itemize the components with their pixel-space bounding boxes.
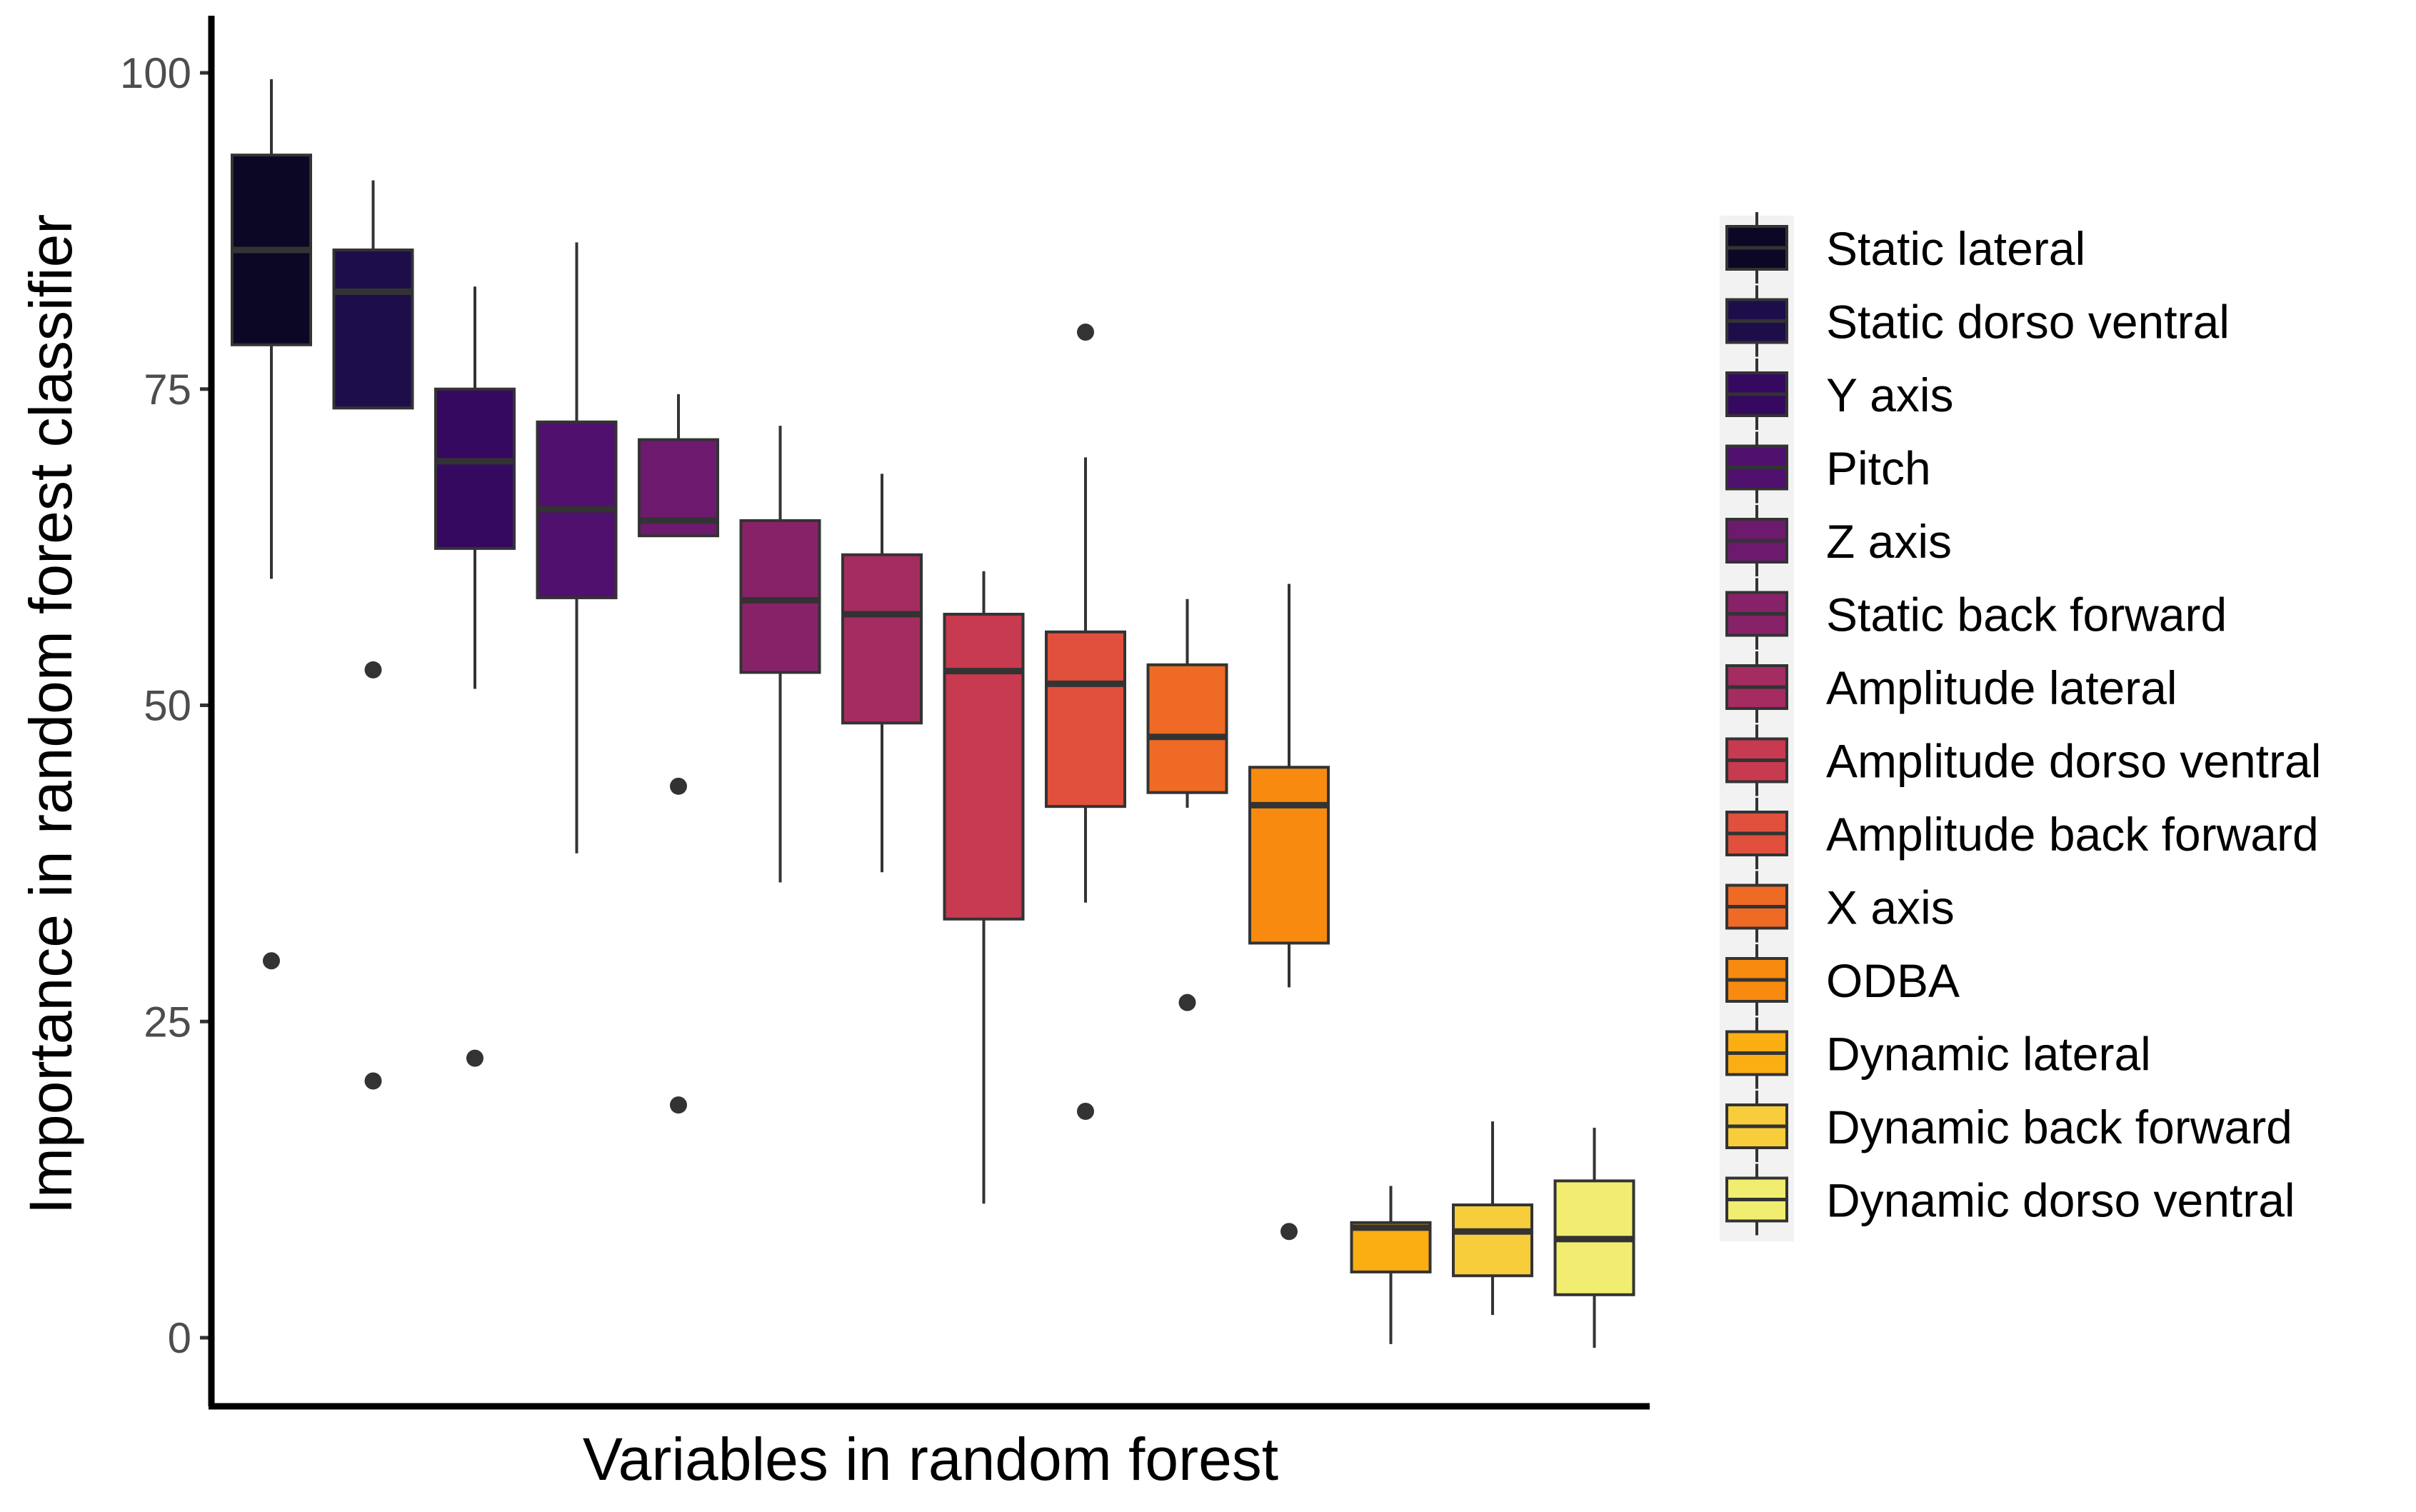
- y-axis-title: Importance in random forest classifier: [17, 214, 84, 1215]
- legend-label: Y axis: [1826, 369, 1954, 421]
- y-tick-label: 100: [120, 49, 191, 97]
- box-odba: [1248, 584, 1330, 1241]
- legend-item: Static lateral: [1725, 212, 2085, 284]
- box-iqr: [841, 553, 923, 725]
- legend-item: X axis: [1725, 871, 1955, 943]
- outlier-point: [1077, 324, 1094, 341]
- legend-label: Static dorso ventral: [1826, 296, 2230, 349]
- outlier-point: [364, 661, 382, 679]
- legend-item: Static back forward: [1725, 578, 2227, 650]
- box-iqr: [739, 519, 821, 674]
- y-tick-label: 25: [144, 998, 191, 1046]
- box-iqr: [434, 387, 516, 550]
- legend-item: Static dorso ventral: [1725, 285, 2230, 357]
- box-z-axis: [638, 394, 719, 1114]
- legend-item: Amplitude dorso ventral: [1725, 724, 2321, 796]
- box-iqr: [1045, 630, 1126, 808]
- y-tick-label: 75: [144, 366, 191, 414]
- legend-label: Amplitude back forward: [1826, 808, 2319, 861]
- box-dynamic-lateral: [1350, 1186, 1432, 1344]
- box-static-dorso-ventral: [332, 180, 414, 1090]
- legend-item: Y axis: [1725, 359, 1954, 430]
- legend-label: Static lateral: [1826, 222, 2085, 275]
- legend-label: Amplitude dorso ventral: [1826, 735, 2321, 788]
- box-iqr: [943, 612, 1025, 921]
- legend-label: Dynamic dorso ventral: [1826, 1174, 2295, 1227]
- y-tick-label: 50: [144, 682, 191, 730]
- legend-item: Dynamic dorso ventral: [1725, 1163, 2295, 1236]
- axes: [208, 16, 1650, 1410]
- outlier-point: [670, 1096, 687, 1114]
- box-pitch: [536, 242, 618, 853]
- outlier-point: [670, 777, 687, 795]
- legend-label: Z axis: [1826, 515, 1952, 568]
- outlier-point: [466, 1049, 483, 1067]
- legend-label: X axis: [1826, 881, 1955, 934]
- box-dynamic-back-forward: [1452, 1121, 1533, 1316]
- x-axis-title: Variables in random forest: [583, 1426, 1278, 1493]
- legend-label: ODBA: [1826, 954, 1960, 1007]
- box-static-back-forward: [739, 426, 821, 883]
- legend-item: Z axis: [1725, 505, 1952, 576]
- box-iqr: [332, 248, 414, 410]
- box-dynamic-dorso-ventral: [1553, 1128, 1635, 1348]
- box-amplitude-lateral: [841, 474, 923, 873]
- legend-label: Static back forward: [1826, 589, 2227, 641]
- y-tick-label: 0: [168, 1314, 191, 1362]
- legend-item: Pitch: [1725, 431, 1931, 504]
- legend-label: Dynamic back forward: [1826, 1101, 2292, 1153]
- legend: Static lateral Static dorso ventral Y axis…: [1720, 212, 2321, 1241]
- legend-item: ODBA: [1725, 944, 1960, 1016]
- legend-label: Dynamic lateral: [1826, 1028, 2151, 1081]
- box-amplitude-dorso-ventral: [943, 571, 1025, 1204]
- box-amplitude-back-forward: [1045, 324, 1126, 1120]
- box-y-axis: [434, 286, 516, 1067]
- outlier-point: [1077, 1102, 1094, 1120]
- legend-item: Dynamic back forward: [1725, 1091, 2292, 1162]
- legend-label: Amplitude lateral: [1826, 661, 2177, 714]
- box-series: [231, 79, 1635, 1348]
- outlier-point: [263, 952, 280, 970]
- box-iqr: [1248, 766, 1330, 945]
- legend-item: Amplitude back forward: [1725, 798, 2319, 869]
- box-x-axis: [1146, 599, 1228, 1011]
- legend-item: Dynamic lateral: [1725, 1017, 2151, 1089]
- outlier-point: [1280, 1223, 1298, 1241]
- box-static-lateral: [231, 79, 312, 970]
- box-iqr: [1146, 663, 1228, 794]
- legend-item: Amplitude lateral: [1725, 651, 2177, 723]
- y-axis-ticks: 0 25 50 75 100: [120, 49, 211, 1362]
- legend-label: Pitch: [1826, 442, 1931, 495]
- outlier-point: [1178, 993, 1196, 1011]
- outlier-point: [364, 1072, 382, 1090]
- box-iqr: [1452, 1203, 1533, 1278]
